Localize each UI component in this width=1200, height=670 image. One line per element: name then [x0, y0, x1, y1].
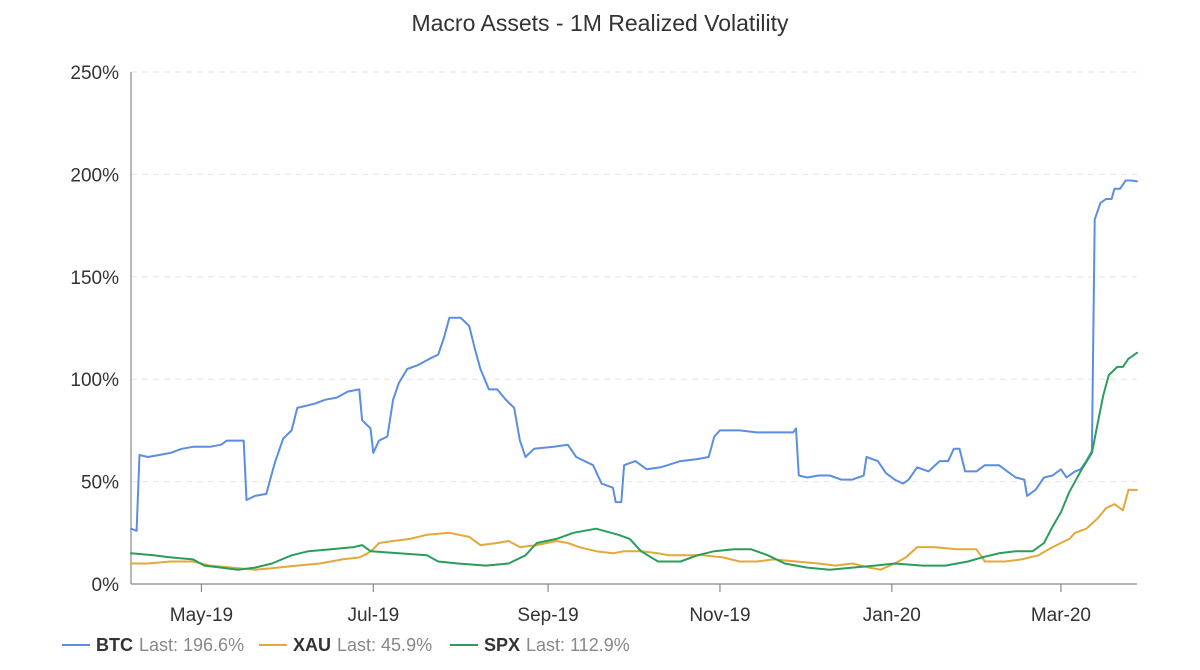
legend-series-name: BTC	[96, 635, 133, 655]
legend-item-btc[interactable]: BTC Last: 196.6%	[62, 635, 244, 655]
series-line-xau	[130, 488, 1138, 571]
legend-series-name: XAU	[293, 635, 331, 655]
series-line-btc	[130, 179, 1138, 532]
y-tick-label: 200%	[70, 165, 119, 186]
legend-last-value: Last: 112.9%	[526, 635, 630, 655]
legend-last-value: Last: 196.6%	[139, 635, 244, 655]
chart-title: Macro Assets - 1M Realized Volatility	[411, 10, 789, 36]
x-tick-label: Jul-19	[347, 605, 399, 626]
grid-layer	[131, 71, 1137, 483]
series-layer	[130, 179, 1138, 571]
legend-item-xau[interactable]: XAU Last: 45.9%	[259, 635, 432, 655]
legend-item-spx[interactable]: SPX Last: 112.9%	[450, 635, 630, 655]
y-tick-label: 0%	[92, 575, 120, 596]
axis-layer: 0% 50% 100% 150% 200% 250% May-19 Jul-19 Sep-19 N…	[70, 63, 1137, 626]
x-tick-label: May-19	[170, 605, 233, 626]
y-tick-label: 100%	[70, 370, 119, 391]
legend-series-name: SPX	[484, 635, 520, 655]
x-tick-label: Mar-20	[1031, 605, 1091, 626]
x-tick-label: Nov-19	[689, 605, 750, 626]
y-tick-label: 250%	[70, 63, 119, 84]
x-tick-label: Sep-19	[517, 605, 578, 626]
series-line-spx	[130, 351, 1138, 571]
legend[interactable]: BTC Last: 196.6% XAU Last: 45.9% SPX Last: 11…	[62, 635, 630, 655]
y-tick-label: 150%	[70, 268, 119, 289]
x-tick-label: Jan-20	[863, 605, 921, 626]
y-tick-label: 50%	[81, 473, 119, 494]
legend-last-value: Last: 45.9%	[337, 635, 432, 655]
